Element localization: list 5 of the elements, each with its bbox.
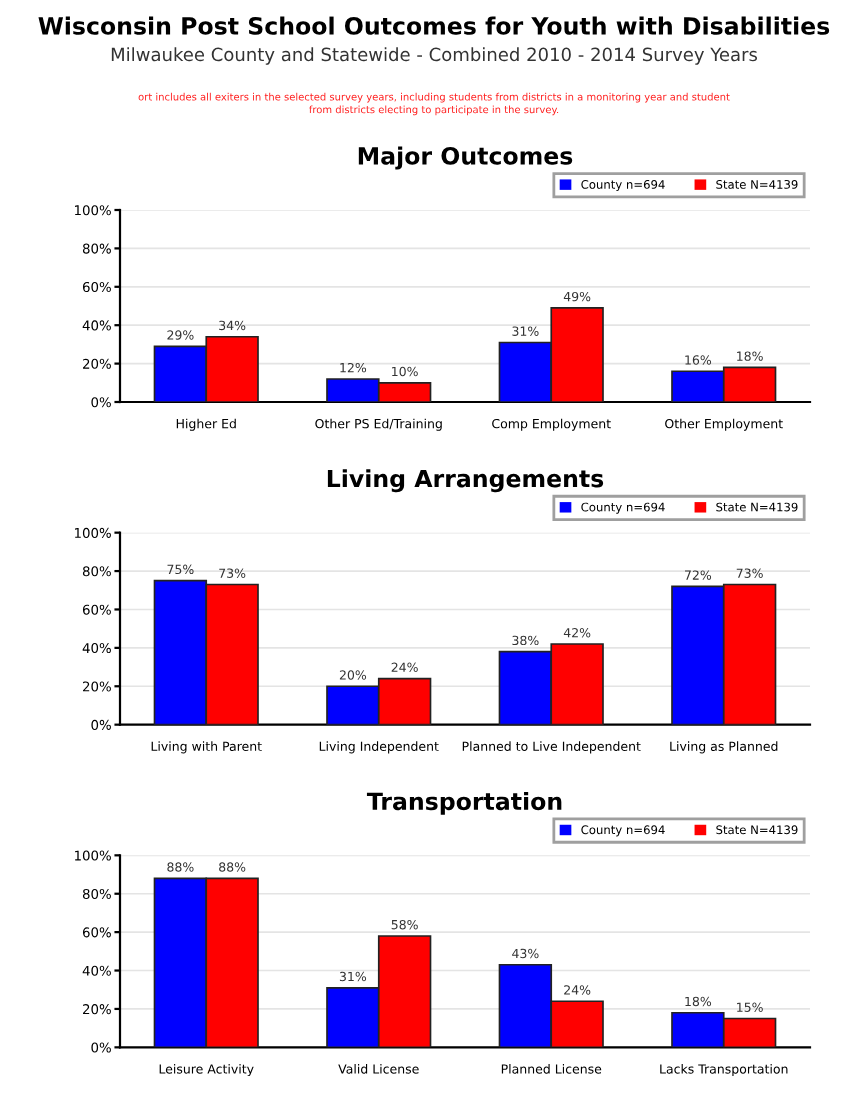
text: Milwaukee County and Statewide - Combined 2010 - 2014 Survey Years bbox=[111, 47, 758, 65]
chart-title: Living Arrangements bbox=[327, 469, 604, 493]
chart-title: Transportation bbox=[366, 791, 562, 815]
text: Wisconsin Post School Outcomes for Youth with Disabilities bbox=[38, 16, 830, 35]
chart-title: Major Outcomes bbox=[358, 146, 573, 170]
